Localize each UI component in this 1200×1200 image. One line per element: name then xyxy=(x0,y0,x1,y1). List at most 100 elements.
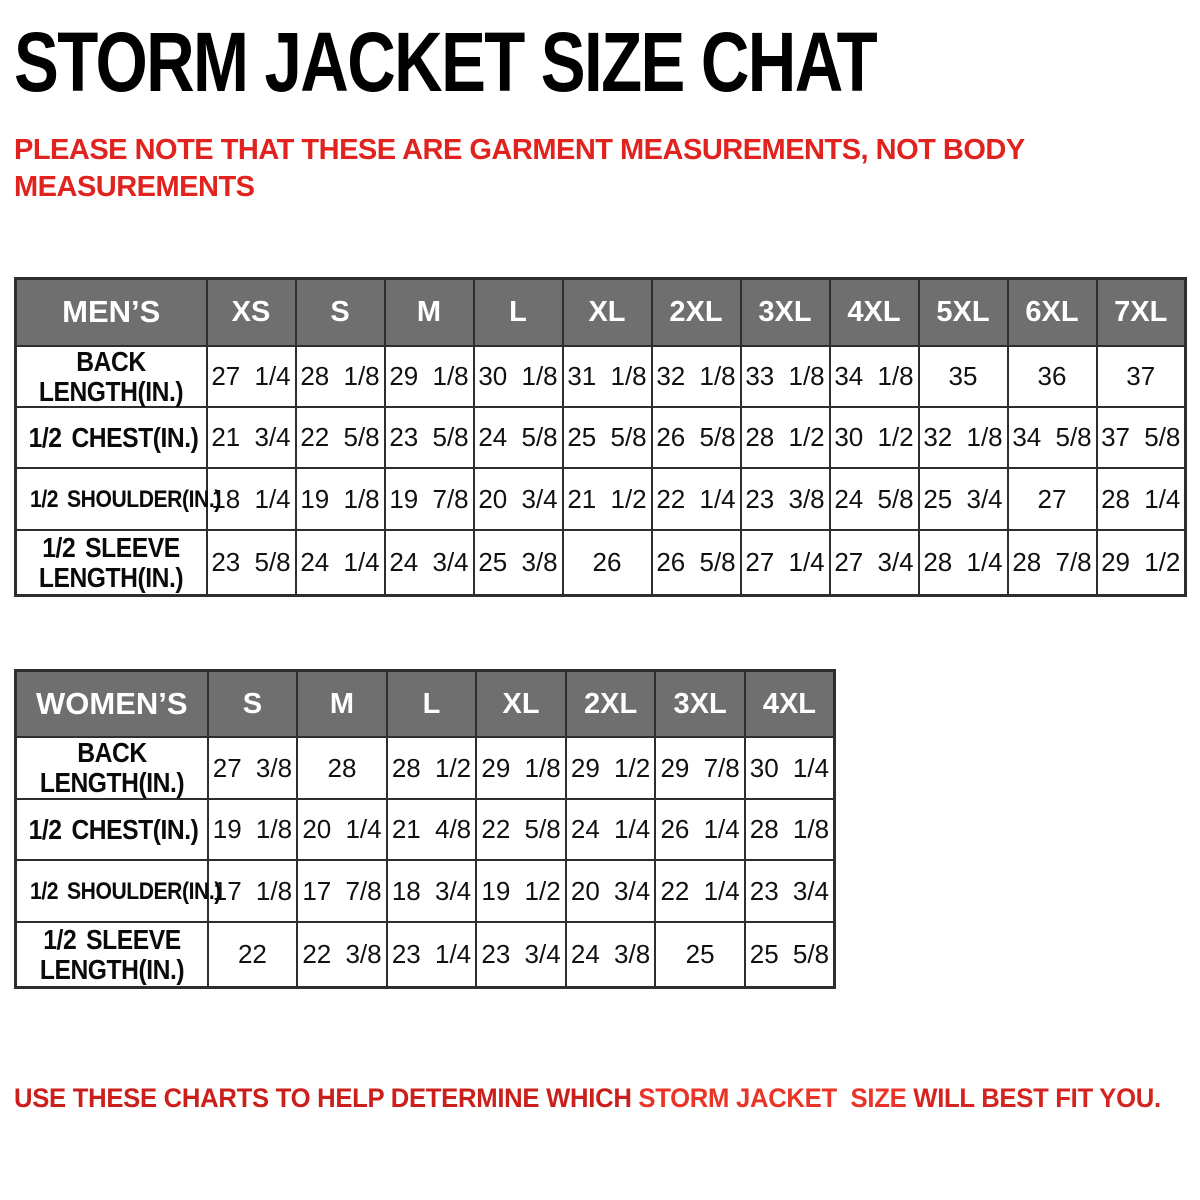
measurement-cell: 27 3/8 xyxy=(206,736,299,801)
row-label: 1/2 CHEST(IN.) xyxy=(14,798,209,862)
row-label: 1/2 CHEST(IN.) xyxy=(14,406,208,470)
size-column-header: M xyxy=(296,669,388,739)
size-column-header: 5XL xyxy=(917,277,1009,347)
row-label: BACK LENGTH(IN.) xyxy=(14,344,208,409)
measurement-cell: 25 5/8 xyxy=(743,921,836,989)
measurement-cell: 35 xyxy=(917,344,1009,409)
measurement-cell: 32 1/8 xyxy=(917,406,1009,470)
size-column-header: 7XL xyxy=(1095,277,1187,347)
measurement-cell: 29 1/2 xyxy=(564,736,657,801)
measurement-cell: 25 3/8 xyxy=(472,529,564,597)
measurement-cell: 22 5/8 xyxy=(475,798,567,862)
table-row: 1/2 CHEST(IN.) 21 3/4 22 5/8 23 5/8 24 5/8 25… xyxy=(14,406,1187,470)
measurement-cell: 24 1/4 xyxy=(294,529,386,597)
size-column-header: 3XL xyxy=(654,669,746,739)
measurement-cell: 29 7/8 xyxy=(654,736,746,801)
measurement-cell: 18 3/4 xyxy=(385,859,478,924)
measurement-cell: 22 5/8 xyxy=(294,406,386,470)
measurement-cell: 36 xyxy=(1006,344,1098,409)
size-column-header: M xyxy=(383,277,475,347)
size-column-header: L xyxy=(472,277,564,347)
size-column-header: 2XL xyxy=(564,669,657,739)
row-label: 1/2 SHOULDER(IN.) xyxy=(14,859,221,924)
measurement-cell: 34 1/8 xyxy=(828,344,920,409)
table-row: 1/2 CHEST(IN.) 19 1/8 20 1/4 21 4/8 22 5/8 24… xyxy=(14,798,836,862)
measurement-cell: 28 xyxy=(296,736,388,801)
measurement-cell: 32 1/8 xyxy=(650,344,742,409)
womens-table-header: WOMEN’S xyxy=(14,669,209,739)
measurement-cell: 25 3/4 xyxy=(917,467,1009,532)
measurement-cell: 37 xyxy=(1095,344,1187,409)
measurement-cell: 31 1/8 xyxy=(561,344,653,409)
measurement-cell: 27 1/4 xyxy=(205,344,297,409)
mens-table-header: MEN’S xyxy=(14,277,208,347)
measurement-cell: 29 1/8 xyxy=(383,344,475,409)
measurement-cell: 22 1/4 xyxy=(654,859,746,924)
size-column-header: L xyxy=(385,669,478,739)
measurement-cell: 21 1/2 xyxy=(561,467,653,532)
garment-measurement-note: PLEASE NOTE THAT THESE ARE GARMENT MEASU… xyxy=(14,134,1025,203)
measurement-cell: 23 3/8 xyxy=(739,467,831,532)
measurement-cell: 22 3/8 xyxy=(296,921,388,989)
measurement-cell: 20 1/4 xyxy=(296,798,388,862)
size-column-header: XL xyxy=(475,669,567,739)
measurement-cell: 34 5/8 xyxy=(1006,406,1098,470)
measurement-cell: 24 1/4 xyxy=(564,798,657,862)
measurement-cell: 19 1/2 xyxy=(475,859,567,924)
table-row: BACK LENGTH(IN.) 27 1/4 28 1/8 29 1/8 30 1/8… xyxy=(14,344,1187,409)
measurement-cell: 27 1/4 xyxy=(739,529,831,597)
measurement-cell: 30 1/2 xyxy=(828,406,920,470)
measurement-cell: 17 7/8 xyxy=(296,859,388,924)
row-label: 1/2 SLEEVE LENGTH(IN.) xyxy=(14,921,209,989)
measurement-cell: 18 1/4 xyxy=(205,467,297,532)
measurement-cell: 26 xyxy=(561,529,653,597)
size-column-header: XS xyxy=(205,277,297,347)
measurement-cell: 19 1/8 xyxy=(206,798,299,862)
measurement-cell: 24 5/8 xyxy=(472,406,564,470)
size-column-header: 4XL xyxy=(828,277,920,347)
measurement-cell: 37 5/8 xyxy=(1095,406,1187,470)
measurement-cell: 23 5/8 xyxy=(383,406,475,470)
measurement-cell: 20 3/4 xyxy=(564,859,657,924)
row-label: 1/2 SLEEVE LENGTH(IN.) xyxy=(14,529,208,597)
row-label: BACK LENGTH(IN.) xyxy=(14,736,209,801)
table-row: 1/2 SLEEVE LENGTH(IN.) 22 22 3/8 23 1/4 23 3… xyxy=(14,921,836,989)
measurement-cell: 25 xyxy=(654,921,746,989)
measurement-cell: 28 1/2 xyxy=(739,406,831,470)
measurement-cell: 21 3/4 xyxy=(205,406,297,470)
measurement-cell: 33 1/8 xyxy=(739,344,831,409)
measurement-cell: 26 1/4 xyxy=(654,798,746,862)
footer-note: USE THESE CHARTS TO HELP DETERMINE WHICH… xyxy=(14,1083,1161,1114)
measurement-cell: 26 5/8 xyxy=(650,406,742,470)
measurement-cell: 27 3/4 xyxy=(828,529,920,597)
measurement-cell: 24 3/8 xyxy=(564,921,657,989)
measurement-cell: 29 1/8 xyxy=(475,736,567,801)
womens-size-table: WOMEN’S S M L XL 2XL 3XL 4XL BACK LENGTH(IN.) 27 … xyxy=(14,668,836,989)
measurement-cell: 23 5/8 xyxy=(205,529,297,597)
page-title: STORM JACKET SIZE CHAT xyxy=(14,15,878,109)
measurement-cell: 17 1/8 xyxy=(206,859,299,924)
size-chart-page: STORM JACKET SIZE CHAT PLEASE NOTE THAT … xyxy=(14,15,1187,1114)
measurement-cell: 28 1/8 xyxy=(294,344,386,409)
mens-size-table: MEN’S XS S M L XL 2XL 3XL 4XL 5XL 6XL 7XL BACK LENGT… xyxy=(14,277,1187,597)
measurement-cell: 23 1/4 xyxy=(385,921,478,989)
row-label: 1/2 SHOULDER(IN.) xyxy=(14,467,221,532)
measurement-cell: 28 1/2 xyxy=(385,736,478,801)
measurement-cell: 28 1/8 xyxy=(743,798,836,862)
measurement-cell: 28 7/8 xyxy=(1006,529,1098,597)
size-column-header: S xyxy=(206,669,299,739)
measurement-cell: 19 7/8 xyxy=(383,467,475,532)
measurement-cell: 24 5/8 xyxy=(828,467,920,532)
measurement-cell: 28 1/4 xyxy=(1095,467,1187,532)
size-column-header: 6XL xyxy=(1006,277,1098,347)
measurement-cell: 23 3/4 xyxy=(743,859,836,924)
measurement-cell: 19 1/8 xyxy=(294,467,386,532)
measurement-cell: 21 4/8 xyxy=(385,798,478,862)
measurement-cell: 26 5/8 xyxy=(650,529,742,597)
table-row: 1/2 SHOULDER(IN.) 18 1/4 19 1/8 19 7/8 20 3/… xyxy=(14,467,1187,532)
measurement-cell: 22 1/4 xyxy=(650,467,742,532)
measurement-cell: 29 1/2 xyxy=(1095,529,1187,597)
measurement-cell: 20 3/4 xyxy=(472,467,564,532)
measurement-cell: 25 5/8 xyxy=(561,406,653,470)
size-column-header: XL xyxy=(561,277,653,347)
